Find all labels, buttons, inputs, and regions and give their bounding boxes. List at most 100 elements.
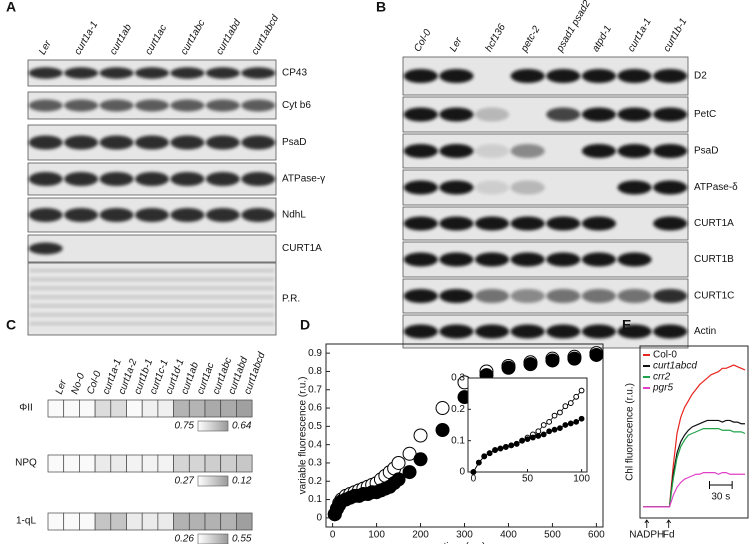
- marker: [546, 418, 553, 425]
- marker: [502, 444, 509, 450]
- heat-cell: [79, 399, 96, 418]
- heat-cell: [47, 454, 65, 473]
- trace: [643, 472, 745, 508]
- heat-cell: [63, 512, 80, 531]
- lane-label: hcf136: [483, 22, 508, 54]
- band: [403, 216, 438, 231]
- marker: [578, 387, 585, 394]
- event-arrow: [644, 519, 650, 528]
- band: [617, 107, 652, 122]
- band: [403, 180, 438, 195]
- row-label: CURT1A: [694, 218, 734, 229]
- inset-x-tick-label: 100: [573, 474, 590, 485]
- marker: [589, 347, 604, 362]
- band: [510, 216, 545, 231]
- heat-cell: [220, 454, 237, 473]
- event-label: Fd: [663, 530, 675, 541]
- row-label: PsaD: [282, 137, 306, 148]
- band: [653, 144, 688, 158]
- band: [581, 252, 617, 267]
- band: [439, 107, 474, 122]
- heat-cell: [79, 454, 96, 473]
- band: [241, 99, 276, 112]
- band: [617, 252, 652, 267]
- marker: [551, 412, 558, 419]
- event-arrow: [666, 519, 672, 528]
- heat-cell: [141, 512, 159, 531]
- heat-cell: [141, 454, 159, 473]
- marker: [524, 436, 531, 443]
- heat-cell: [110, 512, 127, 531]
- row-label: CP43: [282, 68, 307, 79]
- row-label: ATPase-δ: [694, 182, 738, 193]
- scale-min: 0.27: [175, 476, 195, 487]
- stain-band: [30, 269, 274, 272]
- band: [510, 324, 545, 339]
- band: [64, 67, 99, 79]
- inset-x-tick-label: 0: [471, 474, 477, 485]
- x-tick-label: 500: [544, 530, 561, 541]
- marker: [540, 422, 547, 428]
- band: [546, 324, 581, 339]
- heat-cell: [220, 512, 237, 531]
- heat-cell: [126, 399, 143, 418]
- band: [653, 180, 688, 195]
- band: [510, 69, 545, 83]
- y-tick-label: 0.2: [308, 476, 322, 487]
- legend-label: crr2: [653, 372, 671, 383]
- band: [581, 289, 617, 303]
- row-label: CURT1C: [694, 291, 734, 302]
- scale-max: 0.55: [232, 534, 252, 544]
- band: [403, 289, 438, 303]
- heat-cell: [94, 512, 112, 531]
- band: [170, 135, 205, 150]
- row-label: PsaD: [694, 146, 718, 157]
- heat-cell: [157, 399, 174, 418]
- band: [28, 242, 63, 255]
- marker: [573, 418, 580, 425]
- x-tick-label: 200: [412, 530, 429, 541]
- band: [99, 67, 134, 79]
- event-label: NADPH: [629, 530, 664, 541]
- y-tick-label: 0.8: [308, 366, 322, 377]
- band: [439, 69, 474, 83]
- scale-gradient: [197, 533, 229, 544]
- band: [439, 324, 474, 339]
- marker: [391, 455, 406, 470]
- heat-cell: [126, 454, 143, 473]
- lane-label: curt1a-1: [73, 20, 101, 57]
- x-tick-label: 600: [588, 530, 605, 541]
- band: [439, 252, 474, 267]
- scale-max: 0.12: [232, 476, 252, 487]
- y-tick-label: 0.4: [308, 439, 322, 450]
- band: [546, 107, 581, 122]
- marker: [391, 472, 406, 487]
- heat-cell: [204, 454, 222, 473]
- marker: [402, 446, 417, 461]
- lane-label: psad1 psad2: [554, 0, 593, 55]
- band: [99, 135, 134, 150]
- marker: [567, 351, 582, 366]
- column-label: Ler: [54, 378, 70, 396]
- marker: [435, 423, 450, 438]
- band: [170, 208, 205, 222]
- y-axis-title: variable fluorescence (r.u.): [298, 377, 309, 495]
- band: [617, 289, 652, 303]
- heat-cell: [236, 454, 253, 473]
- x-tick-label: 300: [456, 530, 473, 541]
- band: [241, 67, 276, 79]
- band: [653, 107, 688, 122]
- band: [546, 216, 581, 231]
- band: [474, 180, 510, 195]
- marker: [567, 420, 574, 427]
- lane-label: atpd-1: [590, 24, 614, 54]
- scale-bar: [708, 481, 733, 489]
- x-tick-label: 100: [368, 530, 385, 541]
- band: [653, 69, 688, 83]
- scale-max: 0.64: [232, 421, 252, 432]
- stain-band: [30, 313, 274, 317]
- marker: [562, 403, 569, 410]
- lane-label: Col-0: [412, 27, 434, 54]
- band: [653, 289, 688, 303]
